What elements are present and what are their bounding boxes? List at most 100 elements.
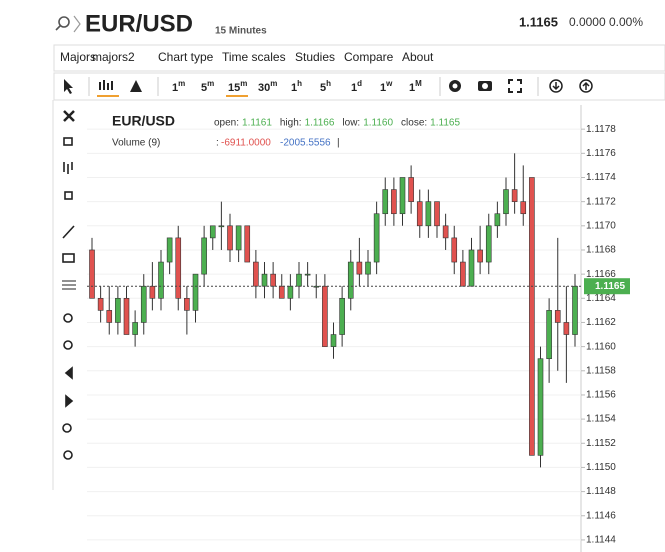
select-icon[interactable] (63, 137, 73, 146)
candle-body (304, 273, 311, 276)
menu-item[interactable]: Chart type (158, 50, 214, 64)
timescale-num: 1 (409, 82, 415, 94)
rect-tool[interactable] (62, 253, 75, 263)
legend-value: 1.1161 (242, 118, 272, 129)
candle-body (494, 213, 501, 227)
menu-item[interactable]: majors2 (92, 50, 135, 64)
fullscreen-icon[interactable] (508, 79, 522, 93)
timescale[interactable]: 5m (201, 79, 214, 94)
menu-item[interactable]: Compare (344, 50, 394, 64)
candle-body (115, 297, 121, 323)
timescale[interactable]: 1w (380, 79, 393, 94)
y-tick-label: 1.1164 (586, 293, 616, 304)
candle-body (166, 237, 173, 263)
timescale-num: 1 (380, 82, 386, 94)
timescale[interactable]: 1m (172, 79, 185, 94)
scroll-left[interactable] (64, 366, 73, 380)
candle-body (520, 201, 527, 215)
toolbar-icons (64, 77, 593, 97)
candle-body (554, 310, 561, 323)
volume-sep: : (216, 138, 219, 149)
timescale-num: 5 (201, 82, 207, 94)
zoom-out[interactable] (63, 340, 73, 350)
close-icon[interactable] (63, 110, 75, 122)
candle-body (261, 273, 268, 287)
y-tick-label: 1.1178 (586, 124, 616, 135)
candle-body (485, 225, 492, 263)
candle-body (132, 322, 138, 335)
legend-value: 1.1160 (363, 118, 393, 129)
candle-body (227, 225, 233, 251)
candle-body (106, 310, 113, 323)
candle-body (546, 310, 552, 360)
timescale[interactable]: 15m (228, 79, 247, 94)
arrow-icon (73, 15, 81, 33)
timescale[interactable]: 30m (258, 79, 277, 94)
search-icon[interactable] (55, 16, 70, 31)
timescale-num: 1 (172, 82, 178, 94)
candle-body (184, 297, 190, 311)
y-tick-label: 1.1150 (586, 462, 616, 473)
download-icon[interactable] (549, 79, 563, 93)
candle-body (416, 201, 423, 227)
cursor-icon[interactable] (64, 79, 73, 94)
candle-body (537, 358, 544, 456)
candle-body (373, 213, 380, 263)
legend-value: 1.1166 (305, 118, 335, 129)
candle-body (149, 285, 156, 299)
copy-icon[interactable] (64, 191, 73, 200)
candle-body (408, 177, 414, 202)
candle-body (296, 273, 302, 287)
timescale-unit: w (385, 79, 393, 88)
y-tick-label: 1.1156 (586, 390, 616, 401)
pan-icon[interactable] (62, 423, 72, 433)
zoom-in[interactable] (63, 313, 73, 323)
candle-body (158, 261, 164, 299)
reset-icon[interactable] (63, 450, 73, 460)
candle-body (235, 225, 242, 251)
menu-item[interactable]: Majors (60, 50, 96, 64)
candle-body (339, 297, 345, 335)
candle-body (278, 285, 285, 299)
menu-item[interactable]: Studies (295, 50, 335, 64)
timescale[interactable]: 1h (291, 79, 302, 94)
upload-icon[interactable] (579, 79, 593, 93)
y-tick-label: 1.1162 (586, 317, 616, 328)
candle-body (572, 285, 578, 335)
candle-body (201, 237, 207, 275)
timescale-unit: m (207, 79, 214, 88)
side-tools (62, 110, 76, 460)
line-tool[interactable] (62, 225, 75, 239)
candle-body (253, 261, 259, 287)
scroll-right[interactable] (65, 394, 74, 408)
legend-label: open: (214, 118, 239, 129)
candle-body (382, 189, 389, 215)
candle-body (270, 273, 276, 287)
candles-icon[interactable] (97, 80, 119, 97)
timescale[interactable]: 1d (351, 79, 362, 94)
timescale-unit: m (178, 79, 185, 88)
legend-symbol: EUR/USD (112, 113, 175, 129)
menu-item[interactable]: About (402, 50, 434, 64)
y-tick-label: 1.1172 (586, 196, 616, 207)
legend-label: low: (342, 118, 360, 129)
timescale[interactable]: 1M (409, 79, 422, 94)
timescale-unit: d (357, 79, 362, 88)
volume-label: Volume (9) (112, 138, 160, 149)
candle-body (451, 237, 458, 263)
bars-icon[interactable] (63, 162, 73, 174)
last-price-label: 1.1165 (595, 281, 625, 292)
mountain-icon[interactable] (130, 80, 142, 92)
y-tick-label: 1.1174 (586, 172, 616, 183)
gear-icon[interactable] (449, 80, 461, 92)
camera-icon[interactable] (478, 81, 492, 91)
active-underline (226, 95, 248, 97)
hline-tool[interactable] (62, 280, 76, 290)
candle-body (97, 297, 104, 311)
timescale[interactable]: 5h (320, 79, 331, 94)
timescale-num: 5 (320, 82, 326, 94)
y-tick-label: 1.1176 (586, 148, 616, 159)
y-tick-label: 1.1160 (586, 341, 616, 352)
candle-body (192, 273, 199, 311)
menu-item[interactable]: Time scales (222, 50, 286, 64)
